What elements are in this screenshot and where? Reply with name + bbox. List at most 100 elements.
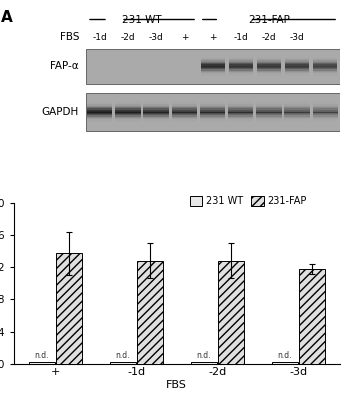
Bar (144, 121, 169, 122)
Bar (285, 118, 310, 120)
Bar (115, 118, 141, 120)
Bar (257, 73, 281, 75)
Bar (87, 112, 112, 114)
Bar (285, 112, 310, 114)
Bar (144, 116, 169, 118)
Bar (256, 118, 282, 120)
Bar (256, 121, 282, 122)
Text: 231-FAP: 231-FAP (248, 14, 290, 24)
Bar (229, 59, 253, 60)
Bar (257, 63, 281, 64)
Text: n.d.: n.d. (278, 351, 292, 360)
Bar (200, 115, 225, 117)
Bar (87, 108, 112, 110)
Bar (172, 116, 197, 118)
Bar (257, 62, 281, 63)
Bar (228, 106, 253, 107)
Bar (228, 114, 253, 115)
Bar (200, 118, 225, 120)
Bar (256, 112, 282, 114)
Bar (299, 269, 325, 364)
Bar (313, 114, 338, 115)
Bar (172, 103, 197, 104)
Bar (172, 115, 197, 117)
Bar (285, 63, 309, 64)
Bar (285, 72, 309, 73)
Bar (285, 68, 309, 70)
Bar (201, 66, 225, 67)
Bar (110, 362, 136, 364)
Bar (201, 72, 225, 73)
Bar (285, 115, 310, 117)
Bar (172, 106, 197, 107)
Bar (172, 119, 197, 121)
Bar (172, 112, 197, 114)
Bar (285, 111, 310, 112)
Bar (313, 115, 338, 117)
Text: -2d: -2d (121, 32, 135, 42)
Bar (256, 107, 282, 108)
Bar (144, 102, 169, 103)
Text: -3d: -3d (290, 32, 304, 42)
Bar (285, 59, 309, 60)
Bar (285, 106, 310, 107)
Bar (115, 107, 141, 108)
Bar (201, 68, 225, 70)
Bar (201, 59, 225, 60)
Text: -2d: -2d (262, 32, 276, 42)
Bar (229, 58, 253, 59)
Text: FBS: FBS (60, 32, 79, 42)
Bar (228, 104, 253, 106)
Bar (87, 106, 112, 107)
Bar (256, 119, 282, 121)
Bar (201, 58, 225, 59)
Bar (257, 69, 281, 71)
Bar (87, 119, 112, 121)
Bar (87, 107, 112, 108)
Bar (313, 66, 337, 67)
Bar (144, 112, 169, 114)
Bar (229, 69, 253, 71)
Bar (313, 118, 338, 120)
Text: -3d: -3d (149, 32, 163, 42)
Bar (144, 115, 169, 117)
Bar (313, 64, 337, 66)
Bar (229, 74, 253, 76)
Bar (228, 103, 253, 104)
Bar (257, 56, 281, 58)
Bar (115, 119, 141, 121)
Bar (228, 111, 253, 112)
Bar (313, 112, 338, 114)
Bar (285, 114, 310, 115)
Bar (257, 66, 281, 67)
Bar (313, 68, 337, 70)
Bar (313, 59, 337, 60)
Text: n.d.: n.d. (196, 351, 211, 360)
Bar (87, 102, 112, 103)
Bar (313, 102, 338, 103)
Bar (191, 362, 217, 364)
Bar (313, 121, 338, 122)
Bar (229, 66, 253, 67)
Bar (201, 73, 225, 75)
Bar (200, 102, 225, 103)
Bar (200, 110, 225, 111)
Bar (144, 114, 169, 115)
Bar (87, 110, 112, 111)
Bar (313, 108, 338, 110)
Bar (285, 104, 310, 106)
Bar (56, 253, 82, 364)
Bar (228, 108, 253, 110)
Bar (200, 119, 225, 121)
Bar (115, 104, 141, 106)
Bar (256, 108, 282, 110)
Bar (228, 110, 253, 111)
Bar (228, 102, 253, 103)
Bar (285, 119, 310, 121)
Bar (144, 103, 169, 104)
Bar (115, 112, 141, 114)
Bar (229, 67, 253, 68)
Bar (256, 116, 282, 118)
Text: n.d.: n.d. (35, 351, 49, 360)
Bar (285, 108, 310, 110)
